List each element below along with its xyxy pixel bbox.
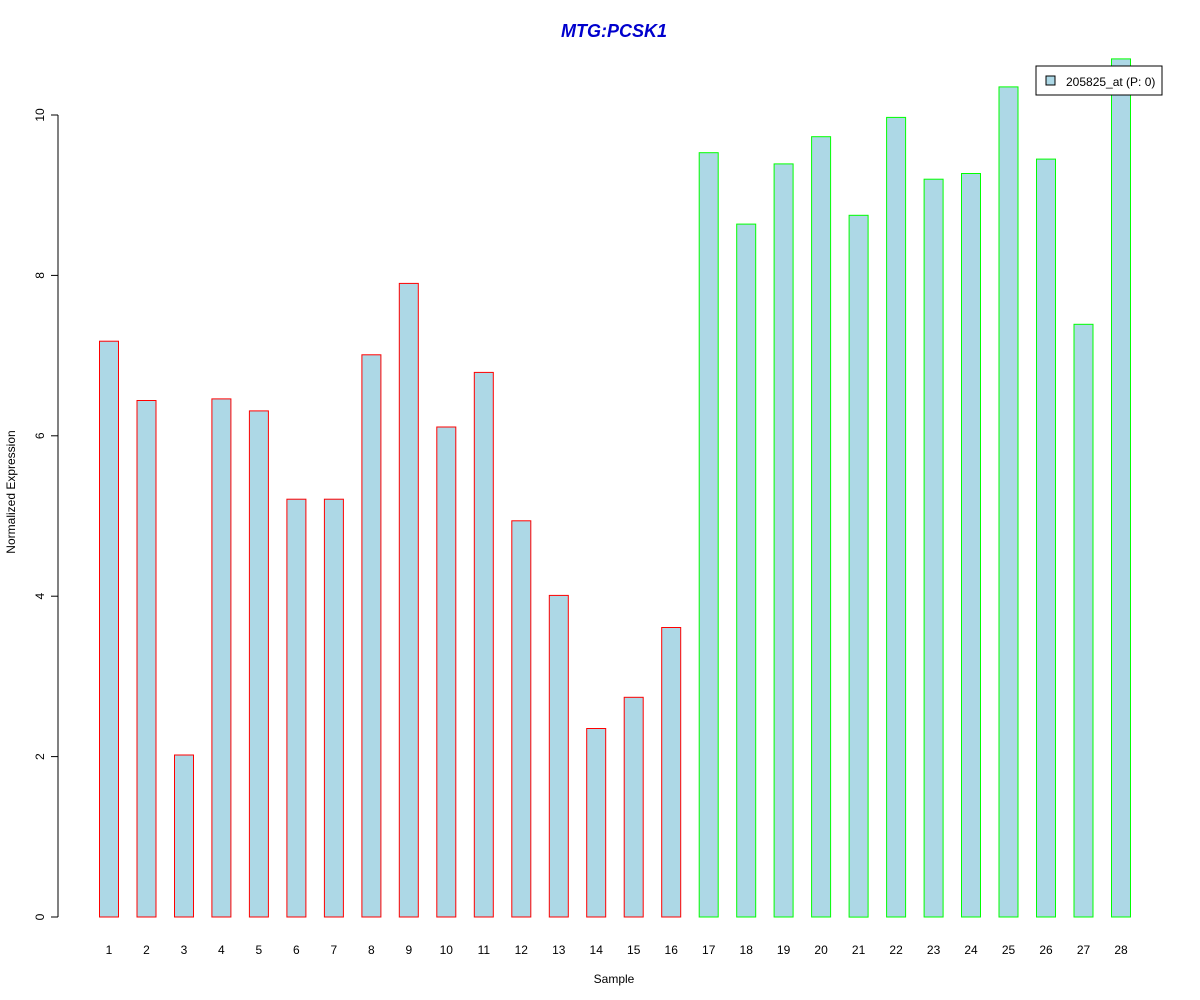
x-tick-label: 13 [552, 943, 566, 957]
y-axis: 0 2 4 6 8 10 [33, 108, 59, 920]
x-tick-label: 5 [256, 943, 263, 957]
legend-swatch [1045, 75, 1056, 86]
x-tick-label: 17 [702, 943, 716, 957]
bar-sample-28 [1111, 58, 1131, 918]
x-tick-label: 27 [1077, 943, 1091, 957]
chart-title: MTG:PCSK1 [561, 21, 667, 41]
legend-box [1035, 65, 1163, 96]
y-tick-label: 8 [33, 272, 47, 279]
bar-sample-5 [248, 410, 269, 918]
bar-sample-23 [923, 178, 944, 918]
bar-sample-25 [998, 86, 1019, 918]
y-tick-label: 0 [33, 913, 47, 920]
x-tick-label: 26 [1039, 943, 1053, 957]
bar-sample-4 [211, 398, 232, 918]
x-tick-label: 24 [964, 943, 978, 957]
x-axis-label: Sample [594, 972, 635, 986]
y-tick-label: 4 [33, 593, 47, 600]
bar-sample-21 [848, 214, 869, 918]
bar-sample-16 [661, 627, 682, 918]
x-tick-label: 12 [515, 943, 529, 957]
bar-sample-13 [548, 594, 569, 918]
x-tick-label: 15 [627, 943, 641, 957]
legend-label: 205825_at (P: 0) [1066, 75, 1155, 89]
x-axis-tick-labels: 1 2 3 4 5 6 7 8 9 10 11 12 13 14 15 16 17 18 19 20 21 22 23 24 2… [106, 943, 1128, 957]
bar-sample-7 [323, 498, 344, 918]
x-tick-label: 25 [1002, 943, 1016, 957]
bar-sample-9 [398, 282, 419, 918]
x-tick-label: 16 [665, 943, 679, 957]
x-tick-label: 14 [590, 943, 604, 957]
x-tick-label: 19 [777, 943, 791, 957]
x-tick-label: 10 [440, 943, 454, 957]
bar-sample-18 [736, 223, 757, 918]
x-tick-label: 18 [740, 943, 754, 957]
bar-sample-26 [1036, 158, 1056, 918]
x-tick-label: 1 [106, 943, 113, 957]
y-tick-label: 10 [33, 108, 47, 122]
x-tick-label: 23 [927, 943, 941, 957]
x-tick-label: 28 [1114, 943, 1128, 957]
bar-sample-12 [511, 520, 532, 918]
y-tick-label: 2 [33, 753, 47, 760]
x-tick-label: 22 [889, 943, 903, 957]
bar-sample-11 [473, 371, 494, 918]
x-tick-label: 21 [852, 943, 866, 957]
y-tick-label: 6 [33, 432, 47, 439]
bars-group [99, 58, 1131, 918]
x-tick-label: 4 [218, 943, 225, 957]
x-tick-label: 7 [331, 943, 338, 957]
bar-sample-8 [361, 354, 382, 918]
bar-sample-20 [811, 136, 832, 918]
y-axis-label: Normalized Expression [4, 430, 18, 553]
x-tick-label: 20 [814, 943, 828, 957]
bar-sample-15 [623, 696, 644, 918]
x-tick-label: 6 [293, 943, 300, 957]
bar-sample-2 [136, 400, 157, 918]
legend: 205825_at (P: 0) [1035, 65, 1163, 96]
x-tick-label: 2 [143, 943, 150, 957]
x-tick-label: 3 [181, 943, 188, 957]
bar-sample-27 [1073, 323, 1094, 918]
x-tick-label: 8 [368, 943, 375, 957]
bar-sample-14 [586, 728, 607, 918]
bar-sample-22 [886, 116, 907, 918]
bar-sample-10 [436, 426, 457, 918]
bar-sample-24 [961, 173, 981, 918]
bar-sample-6 [286, 498, 307, 918]
bar-sample-1 [99, 340, 119, 918]
x-tick-label: 9 [405, 943, 412, 957]
bar-sample-3 [174, 754, 194, 918]
x-tick-label: 11 [478, 943, 491, 957]
bar-sample-19 [773, 163, 794, 918]
bar-sample-17 [698, 152, 719, 918]
